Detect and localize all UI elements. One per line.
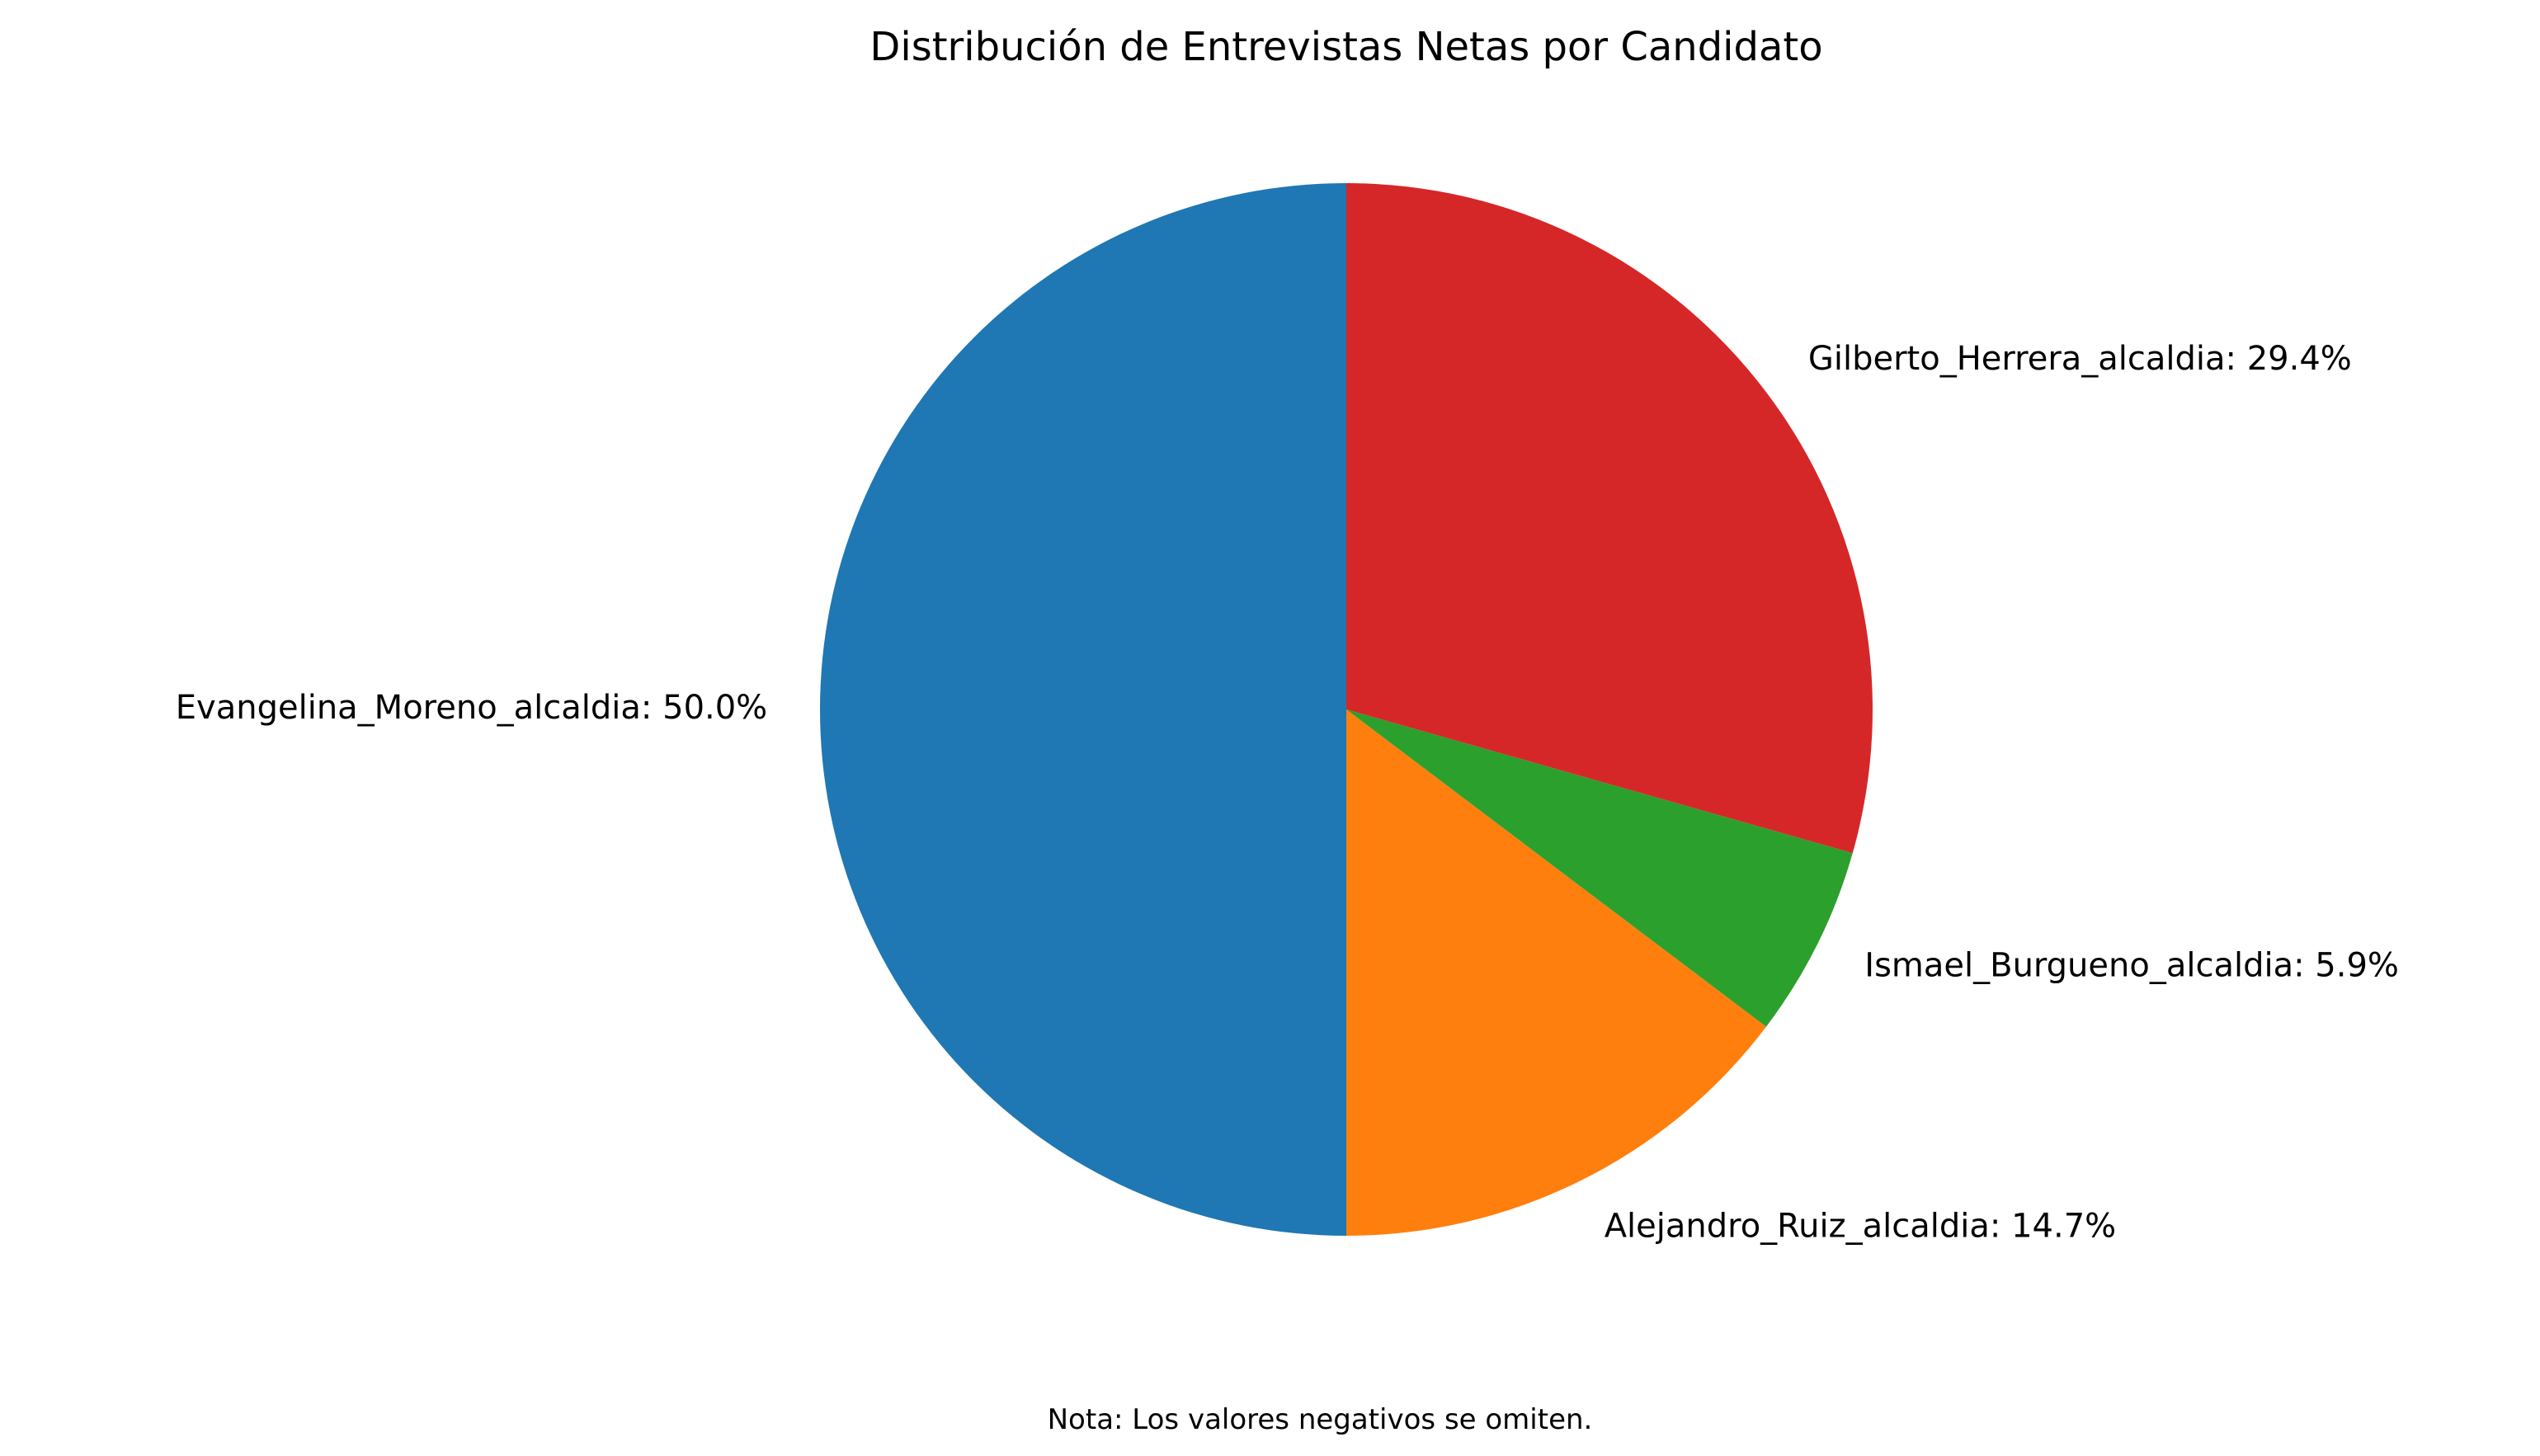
slice-label-3: Ismael_Burgueno_alcaldia: 5.9% bbox=[1864, 947, 2399, 985]
chart-note: Nota: Los valores negativos se omiten. bbox=[1048, 1403, 1593, 1436]
pie-slice-3 bbox=[1346, 709, 1853, 1027]
slice-label-2: Alejandro_Ruiz_alcaldia: 14.7% bbox=[1605, 1207, 2116, 1245]
slice-label-4: Gilberto_Herrera_alcaldia: 29.4% bbox=[1808, 340, 2352, 378]
pie-slice-4 bbox=[1346, 183, 1873, 854]
pie-labels: Evangelina_Moreno_alcaldia: 50.0% Alejand… bbox=[176, 340, 2399, 1245]
pie-slice-1 bbox=[820, 183, 1346, 1236]
chart-title: Distribución de Entrevistas Netas por Ca… bbox=[869, 24, 1822, 70]
pie-slice-2 bbox=[1346, 709, 1766, 1236]
pie-slices bbox=[820, 183, 1873, 1236]
slice-label-1: Evangelina_Moreno_alcaldia: 50.0% bbox=[176, 689, 767, 727]
